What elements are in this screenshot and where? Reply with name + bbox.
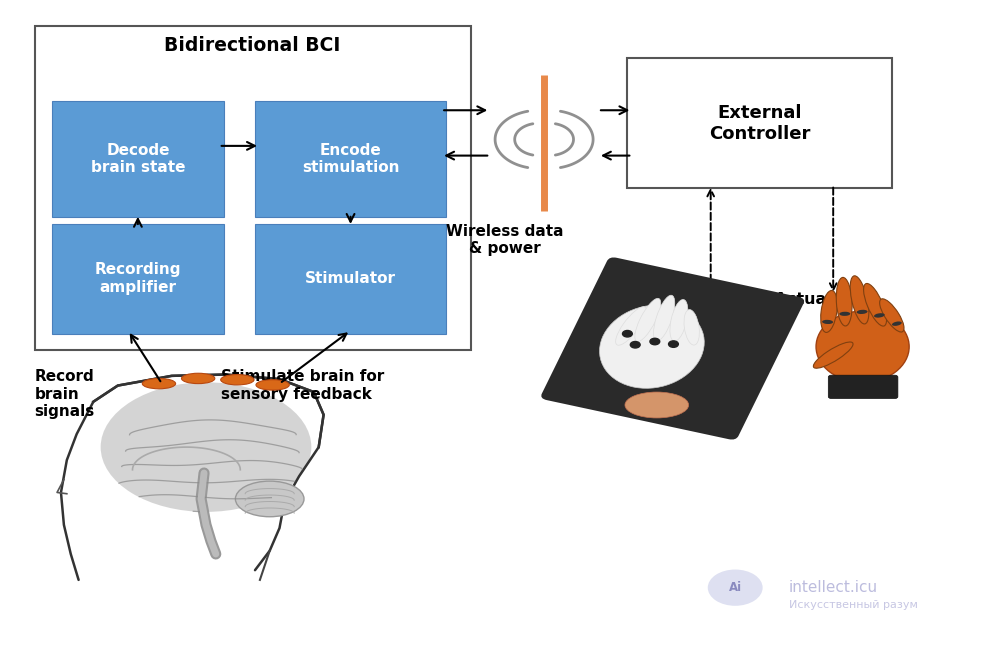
FancyBboxPatch shape — [34, 26, 471, 350]
Ellipse shape — [892, 321, 902, 326]
Ellipse shape — [625, 392, 689, 418]
Text: Искусственный разум: Искусственный разум — [789, 600, 918, 609]
Text: Stimulate brain for
sensory feedback: Stimulate brain for sensory feedback — [221, 369, 384, 402]
Ellipse shape — [221, 375, 254, 385]
Text: Wireless data
& power: Wireless data & power — [446, 223, 564, 256]
Ellipse shape — [670, 299, 688, 341]
Ellipse shape — [874, 313, 885, 318]
Ellipse shape — [864, 284, 887, 326]
FancyBboxPatch shape — [52, 100, 224, 217]
Text: External
Controller: External Controller — [709, 104, 810, 143]
Ellipse shape — [880, 299, 904, 332]
Text: Ai: Ai — [729, 581, 742, 594]
Ellipse shape — [654, 295, 675, 341]
Text: Encode
stimulation: Encode stimulation — [302, 143, 399, 175]
Circle shape — [669, 341, 678, 347]
Circle shape — [630, 342, 640, 348]
Text: Decode
brain state: Decode brain state — [91, 143, 185, 175]
Text: Sense & Actuate: Sense & Actuate — [695, 292, 844, 307]
FancyBboxPatch shape — [52, 223, 224, 334]
FancyBboxPatch shape — [541, 257, 804, 440]
Ellipse shape — [600, 305, 704, 388]
Text: Recording
amplifier: Recording amplifier — [95, 262, 181, 295]
Ellipse shape — [816, 311, 909, 382]
Text: Stimulator: Stimulator — [305, 271, 396, 286]
FancyBboxPatch shape — [255, 223, 446, 334]
FancyBboxPatch shape — [627, 58, 892, 188]
Ellipse shape — [839, 312, 850, 316]
Ellipse shape — [836, 278, 852, 326]
Ellipse shape — [813, 342, 853, 368]
Ellipse shape — [635, 298, 661, 342]
Text: Bidirectional BCI: Bidirectional BCI — [164, 36, 341, 55]
Ellipse shape — [235, 481, 304, 517]
Circle shape — [708, 570, 763, 605]
FancyBboxPatch shape — [255, 100, 446, 217]
Ellipse shape — [256, 379, 289, 390]
Ellipse shape — [142, 379, 176, 389]
Ellipse shape — [616, 307, 646, 345]
Circle shape — [650, 338, 660, 345]
Text: Record
brain
signals: Record brain signals — [34, 369, 95, 419]
Ellipse shape — [822, 320, 833, 324]
Ellipse shape — [684, 309, 699, 345]
Ellipse shape — [821, 290, 837, 332]
Ellipse shape — [101, 382, 311, 512]
Circle shape — [622, 330, 632, 337]
Text: intellect.icu: intellect.icu — [789, 580, 878, 595]
Ellipse shape — [182, 373, 215, 383]
Ellipse shape — [850, 276, 869, 324]
FancyBboxPatch shape — [828, 375, 898, 399]
Ellipse shape — [857, 310, 868, 314]
